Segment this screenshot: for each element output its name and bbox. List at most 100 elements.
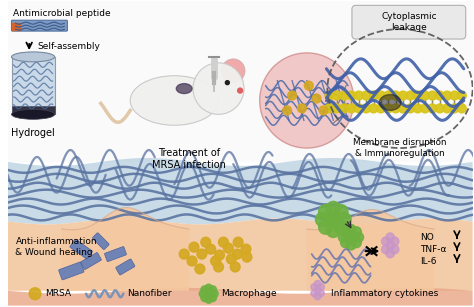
Circle shape: [201, 286, 209, 293]
Circle shape: [29, 288, 41, 300]
Circle shape: [283, 106, 292, 115]
Circle shape: [319, 204, 333, 219]
Circle shape: [413, 91, 422, 100]
Circle shape: [332, 104, 341, 113]
Text: Hydrogel: Hydrogel: [11, 128, 55, 138]
Circle shape: [340, 104, 348, 113]
Text: Antimicrobial peptide: Antimicrobial peptide: [13, 9, 110, 18]
Ellipse shape: [130, 76, 219, 125]
Circle shape: [214, 262, 223, 272]
Text: Membrane disruption
& Immunoregulation: Membrane disruption & Immunoregulation: [353, 138, 447, 157]
Circle shape: [355, 91, 363, 100]
Circle shape: [332, 91, 341, 100]
Circle shape: [209, 294, 217, 301]
Circle shape: [384, 91, 392, 100]
Circle shape: [334, 220, 348, 234]
Circle shape: [318, 284, 324, 290]
Circle shape: [215, 250, 224, 260]
Text: Treatment of
MRSA infection: Treatment of MRSA infection: [152, 148, 226, 170]
Circle shape: [312, 94, 321, 103]
Circle shape: [288, 91, 297, 100]
Circle shape: [457, 91, 466, 100]
Circle shape: [193, 63, 244, 114]
Circle shape: [304, 81, 313, 90]
Circle shape: [413, 104, 422, 113]
Circle shape: [340, 91, 348, 100]
Circle shape: [206, 244, 216, 254]
Circle shape: [406, 104, 415, 113]
Circle shape: [201, 294, 209, 301]
Circle shape: [369, 91, 378, 100]
Circle shape: [399, 91, 407, 100]
Circle shape: [420, 91, 429, 100]
Circle shape: [386, 249, 394, 258]
Circle shape: [314, 281, 321, 287]
Circle shape: [326, 201, 340, 216]
Circle shape: [232, 249, 242, 259]
Circle shape: [223, 243, 233, 253]
Circle shape: [435, 91, 444, 100]
Circle shape: [242, 252, 252, 262]
FancyBboxPatch shape: [105, 247, 127, 262]
Circle shape: [351, 238, 361, 248]
Circle shape: [260, 53, 354, 148]
Circle shape: [334, 204, 348, 219]
Circle shape: [382, 245, 390, 254]
Circle shape: [428, 91, 437, 100]
Text: Inflammatory cytokines: Inflammatory cytokines: [331, 289, 438, 298]
Text: Cytoplasmic
leakage: Cytoplasmic leakage: [381, 13, 437, 32]
Circle shape: [318, 290, 324, 297]
Circle shape: [205, 290, 212, 297]
Circle shape: [362, 91, 371, 100]
Circle shape: [376, 91, 385, 100]
Circle shape: [428, 104, 437, 113]
Circle shape: [241, 244, 251, 254]
FancyBboxPatch shape: [11, 20, 67, 31]
Circle shape: [435, 104, 444, 113]
Text: MRSA: MRSA: [45, 289, 71, 298]
Bar: [11, 57, 55, 114]
Ellipse shape: [11, 52, 55, 62]
Bar: [8, 2, 473, 162]
Circle shape: [298, 104, 306, 113]
Circle shape: [420, 104, 429, 113]
Circle shape: [386, 241, 394, 250]
Circle shape: [376, 104, 385, 113]
Text: Nanofiber: Nanofiber: [127, 289, 172, 298]
Circle shape: [450, 91, 459, 100]
Circle shape: [391, 245, 399, 254]
Circle shape: [227, 254, 236, 264]
Circle shape: [457, 104, 466, 113]
Circle shape: [311, 290, 318, 297]
Circle shape: [443, 91, 452, 100]
Circle shape: [205, 284, 212, 292]
Circle shape: [341, 238, 350, 248]
Circle shape: [326, 223, 340, 237]
Text: Anti-inflammation
& Wound healing: Anti-inflammation & Wound healing: [16, 237, 97, 257]
Circle shape: [406, 91, 415, 100]
Circle shape: [201, 237, 210, 247]
Circle shape: [210, 256, 220, 266]
Circle shape: [391, 104, 400, 113]
Circle shape: [189, 242, 199, 252]
Circle shape: [179, 249, 189, 259]
Circle shape: [325, 104, 334, 113]
Bar: [11, 107, 55, 114]
Ellipse shape: [176, 84, 192, 94]
Circle shape: [199, 290, 207, 297]
Circle shape: [346, 233, 356, 242]
Circle shape: [347, 104, 356, 113]
Circle shape: [205, 296, 212, 303]
Circle shape: [443, 104, 452, 113]
Circle shape: [219, 237, 228, 247]
FancyBboxPatch shape: [116, 259, 135, 275]
Circle shape: [351, 227, 361, 237]
Circle shape: [197, 249, 207, 259]
Circle shape: [314, 293, 321, 300]
Circle shape: [355, 104, 363, 113]
Circle shape: [354, 232, 364, 242]
Text: Self-assembly: Self-assembly: [37, 42, 100, 52]
Circle shape: [314, 287, 321, 293]
Circle shape: [391, 91, 400, 100]
Circle shape: [230, 262, 240, 272]
